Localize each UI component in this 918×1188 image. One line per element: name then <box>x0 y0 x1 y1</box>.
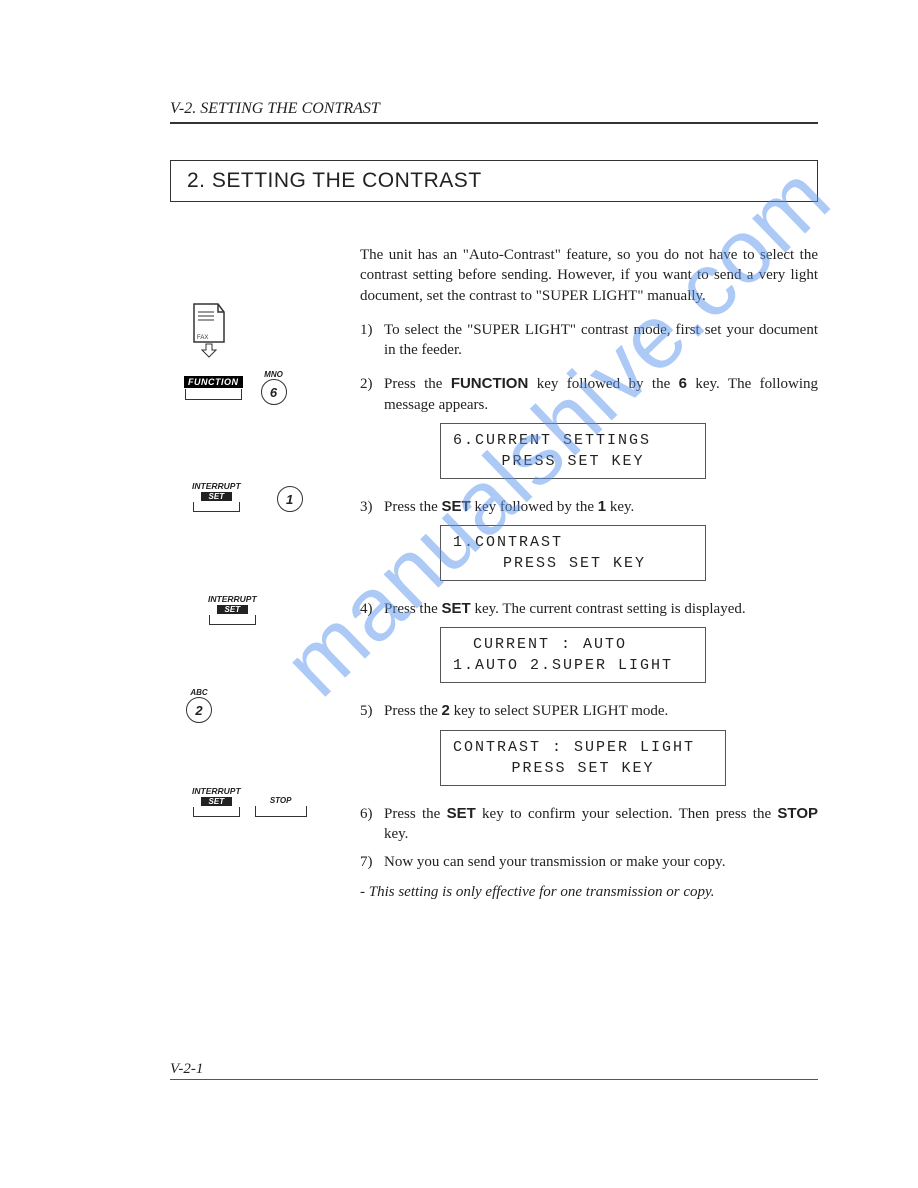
display-line: 1.CONTRAST <box>453 532 693 553</box>
text-fragment: Press the <box>384 703 442 719</box>
text-fragment: key to select SUPER LIGHT mode. <box>450 703 668 719</box>
step-2: 2) Press the FUNCTION key followed by th… <box>360 374 818 415</box>
key-slot-icon <box>193 807 240 817</box>
set-key: INTERRUPT SET <box>192 481 241 512</box>
set-label: SET <box>201 492 233 501</box>
content: FAX FUNCTION MNO 6 INTERRUP <box>170 230 818 918</box>
set-key: INTERRUPT SET <box>208 594 257 625</box>
stop-label: STOP <box>270 796 292 805</box>
step-number: 1) <box>360 320 384 361</box>
function-key: FUNCTION <box>184 376 243 400</box>
step-text: Press the SET key followed by the 1 key. <box>384 497 818 517</box>
numeric-key-1: 1 <box>277 486 303 512</box>
key-name: STOP <box>777 805 818 822</box>
key-name: SET <box>442 600 471 617</box>
text-fragment: key. The current contrast setting is dis… <box>471 601 746 617</box>
interrupt-label: INTERRUPT <box>208 594 257 604</box>
interrupt-label: INTERRUPT <box>192 481 241 491</box>
step-text: Press the SET key. The current contrast … <box>384 599 818 619</box>
key-name: 1 <box>598 498 606 515</box>
text-fragment: key. <box>384 826 408 842</box>
page-number: V-2-1 <box>170 1061 213 1077</box>
lcd-display-2: 1.CONTRAST PRESS SET KEY <box>440 525 706 581</box>
display-line: PRESS SET KEY <box>453 758 713 779</box>
key-slot-icon <box>255 806 307 817</box>
key-slot-icon <box>193 502 240 512</box>
round-key-icon: 1 <box>277 486 303 512</box>
stop-key: STOP <box>255 786 307 817</box>
manual-page: manualshive.com V-2. SETTING THE CONTRAS… <box>0 0 918 1188</box>
abc-label: ABC <box>190 688 207 697</box>
numeric-key-2-block: ABC 2 <box>186 688 212 723</box>
key-name: SET <box>442 498 471 515</box>
step-4: 4) Press the SET key. The current contra… <box>360 599 818 619</box>
page-header: V-2. SETTING THE CONTRAST <box>170 100 818 124</box>
section-title: 2. SETTING THE CONTRAST <box>170 160 818 202</box>
step-text: Press the SET key to confirm your select… <box>384 804 818 845</box>
text-fragment: key to confirm your selection. Then pres… <box>476 806 778 822</box>
text-fragment: Press the <box>384 376 451 392</box>
step-6: 6) Press the SET key to confirm your sel… <box>360 804 818 845</box>
step-number: 3) <box>360 497 384 517</box>
step-5: 5) Press the 2 key to select SUPER LIGHT… <box>360 701 818 721</box>
function-label: FUNCTION <box>184 376 243 388</box>
set-key-block-1: INTERRUPT SET 1 <box>192 480 303 512</box>
text-fragment: Press the <box>384 806 447 822</box>
key-name: 6 <box>679 375 687 392</box>
text-fragment: key followed by the <box>471 499 598 515</box>
step-number: 4) <box>360 599 384 619</box>
display-line: PRESS SET KEY <box>453 553 693 574</box>
display-line: 1.AUTO 2.SUPER LIGHT <box>453 655 693 676</box>
key-name: FUNCTION <box>451 375 529 392</box>
step-number: 2) <box>360 374 384 415</box>
key-name: SET <box>447 805 476 822</box>
step-number: 7) <box>360 852 384 872</box>
step-text: Now you can send your transmission or ma… <box>384 852 818 872</box>
step-text: Press the FUNCTION key followed by the 6… <box>384 374 818 415</box>
round-key-icon: 2 <box>186 697 212 723</box>
key-slot-icon <box>209 615 256 625</box>
display-line: CONTRAST : SUPER LIGHT <box>453 737 713 758</box>
note: - This setting is only effective for one… <box>360 882 818 902</box>
display-line: CURRENT : AUTO <box>453 634 693 655</box>
step-3: 3) Press the SET key followed by the 1 k… <box>360 497 818 517</box>
lcd-display-4: CONTRAST : SUPER LIGHT PRESS SET KEY <box>440 730 726 786</box>
fax-document-icon: FAX <box>188 302 228 348</box>
text-fragment: key. <box>606 499 634 515</box>
intro-paragraph: The unit has an "Auto-Contrast" feature,… <box>360 245 818 306</box>
step-number: 6) <box>360 804 384 845</box>
set-label: SET <box>201 797 233 806</box>
display-line: 6.CURRENT SETTINGS <box>453 430 693 451</box>
round-key-icon: 6 <box>261 379 287 405</box>
step-text: Press the 2 key to select SUPER LIGHT mo… <box>384 701 818 721</box>
function-key-block: FUNCTION MNO 6 <box>184 370 287 405</box>
display-line: PRESS SET KEY <box>453 451 693 472</box>
text-fragment: Press the <box>384 601 442 617</box>
step-text: To select the "SUPER LIGHT" contrast mod… <box>384 320 818 361</box>
set-label: SET <box>217 605 249 614</box>
set-key-block-2: INTERRUPT SET <box>208 594 257 625</box>
key-slot-icon <box>185 389 242 400</box>
page-footer: V-2-1 <box>170 1079 818 1098</box>
numeric-key-6: MNO 6 <box>261 370 287 405</box>
step-number: 5) <box>360 701 384 721</box>
lcd-display-3: CURRENT : AUTO 1.AUTO 2.SUPER LIGHT <box>440 627 706 683</box>
step-7: 7) Now you can send your transmission or… <box>360 852 818 872</box>
set-stop-block: INTERRUPT SET STOP <box>192 786 307 817</box>
svg-text:FAX: FAX <box>197 335 208 341</box>
right-column: The unit has an "Auto-Contrast" feature,… <box>360 230 818 918</box>
left-column: FAX FUNCTION MNO 6 INTERRUP <box>170 230 340 918</box>
set-key: INTERRUPT SET <box>192 786 241 817</box>
text-fragment: Press the <box>384 499 442 515</box>
mno-label: MNO <box>264 370 283 379</box>
key-name: 2 <box>442 702 450 719</box>
step-1: 1) To select the "SUPER LIGHT" contrast … <box>360 320 818 361</box>
text-fragment: key followed by the <box>528 376 678 392</box>
lcd-display-1: 6.CURRENT SETTINGS PRESS SET KEY <box>440 423 706 479</box>
interrupt-label: INTERRUPT <box>192 786 241 796</box>
numeric-key-2: ABC 2 <box>186 688 212 723</box>
